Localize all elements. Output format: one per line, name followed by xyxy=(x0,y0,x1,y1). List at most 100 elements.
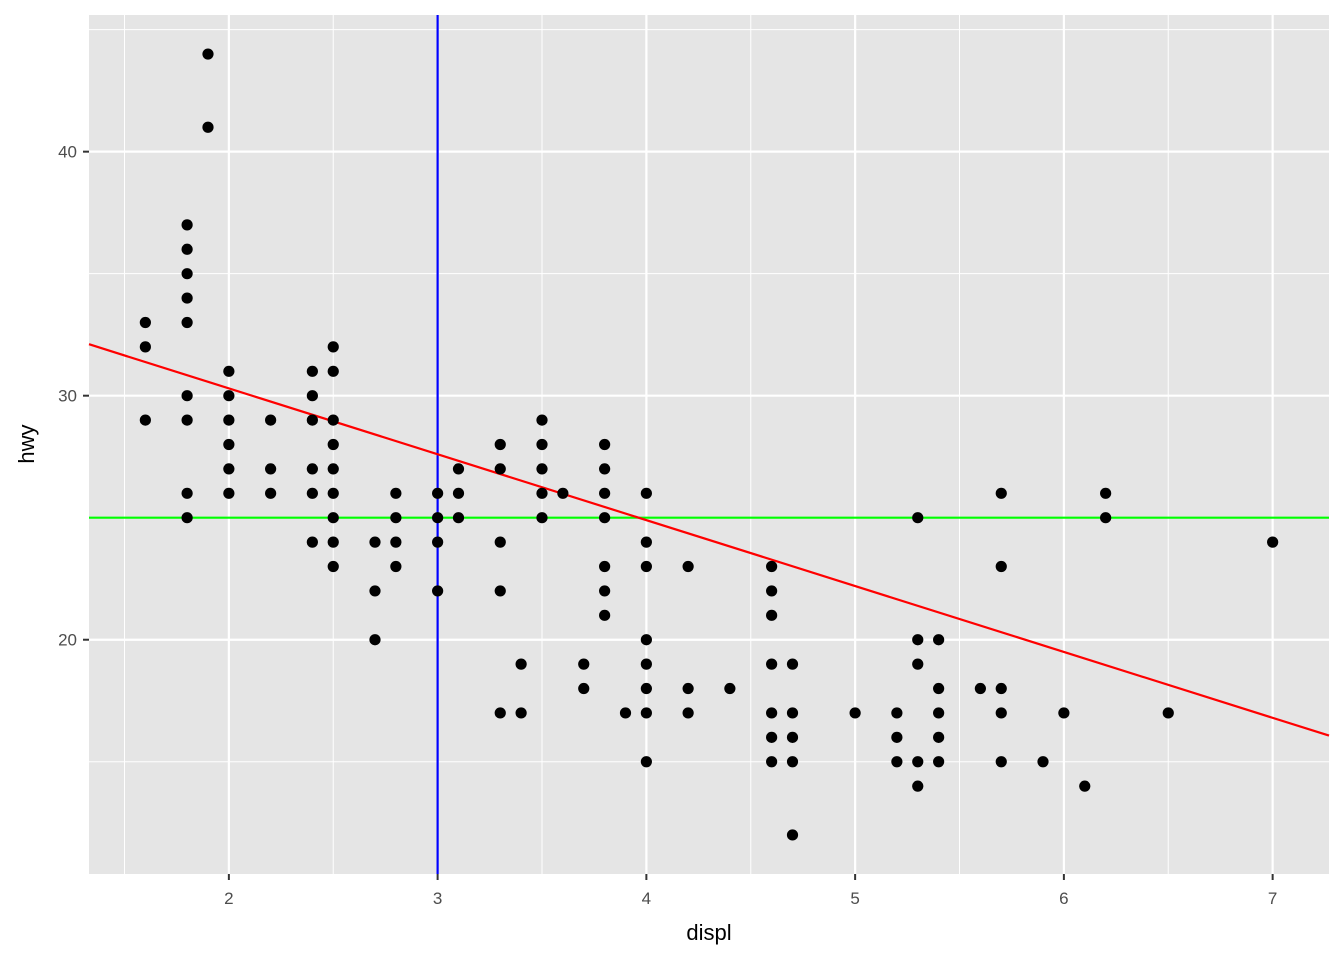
x-tick-label: 6 xyxy=(1059,889,1068,908)
y-tick-label: 40 xyxy=(58,143,77,162)
data-point xyxy=(766,707,778,719)
data-point xyxy=(432,487,444,499)
data-point xyxy=(306,365,318,377)
data-point xyxy=(369,634,381,646)
data-point xyxy=(181,512,193,524)
data-point xyxy=(599,585,611,597)
data-point xyxy=(557,487,569,499)
data-point xyxy=(536,414,548,426)
x-tick-label: 3 xyxy=(433,889,442,908)
data-point xyxy=(640,487,652,499)
data-point xyxy=(223,487,235,499)
data-point xyxy=(181,292,193,304)
data-point xyxy=(327,560,339,573)
data-point xyxy=(536,512,548,524)
data-point xyxy=(327,365,339,377)
data-point xyxy=(1162,707,1174,719)
data-point xyxy=(536,487,548,499)
data-point xyxy=(181,243,193,255)
data-point xyxy=(181,414,193,426)
data-point xyxy=(494,438,506,451)
y-axis: 20 30 40 xyxy=(58,143,89,650)
data-point xyxy=(599,512,611,524)
data-point xyxy=(494,707,506,719)
data-point xyxy=(390,487,402,499)
data-point xyxy=(599,487,611,499)
data-point xyxy=(1058,707,1070,719)
data-point xyxy=(494,536,506,548)
data-point xyxy=(640,658,652,670)
data-point xyxy=(599,463,611,475)
data-point xyxy=(933,731,945,743)
minor-gridlines xyxy=(89,15,1329,874)
data-point xyxy=(432,512,444,524)
data-point xyxy=(181,316,193,329)
data-point xyxy=(536,438,548,451)
data-point xyxy=(515,658,527,670)
data-point xyxy=(933,756,945,768)
data-point xyxy=(390,512,402,524)
data-point xyxy=(536,463,548,475)
data-point xyxy=(432,536,444,548)
plot-panel xyxy=(89,15,1329,874)
data-point xyxy=(599,438,611,451)
trend-line xyxy=(88,343,1330,737)
data-point xyxy=(265,463,277,475)
data-point xyxy=(640,707,652,719)
data-point xyxy=(181,487,193,499)
data-point xyxy=(640,536,652,548)
data-point xyxy=(202,48,214,60)
data-point xyxy=(891,707,903,719)
data-point xyxy=(181,268,193,280)
data-point xyxy=(724,682,736,695)
data-point xyxy=(995,487,1007,499)
data-point xyxy=(974,682,986,695)
data-point xyxy=(223,365,235,377)
x-tick-label: 4 xyxy=(642,889,651,908)
data-point xyxy=(640,560,652,573)
data-point xyxy=(327,341,339,353)
data-point xyxy=(766,609,778,621)
data-point xyxy=(327,463,339,475)
data-point xyxy=(306,414,318,426)
data-point xyxy=(766,756,778,768)
data-point xyxy=(786,658,799,670)
data-point xyxy=(1100,487,1112,499)
data-point xyxy=(494,585,506,597)
data-point xyxy=(265,487,277,499)
data-point xyxy=(912,512,924,524)
x-tick-label: 7 xyxy=(1268,889,1277,908)
data-point xyxy=(223,438,235,451)
data-point xyxy=(265,414,277,426)
data-point xyxy=(390,536,402,548)
data-point xyxy=(599,609,611,621)
data-point xyxy=(1100,512,1112,524)
data-point xyxy=(682,707,694,719)
data-point xyxy=(515,707,527,719)
y-tick-label: 30 xyxy=(58,387,77,406)
data-point xyxy=(452,463,465,475)
data-point xyxy=(682,682,694,695)
data-point xyxy=(494,463,506,475)
data-point xyxy=(369,536,381,548)
data-point xyxy=(849,707,861,719)
data-point xyxy=(912,634,924,646)
data-point xyxy=(912,780,924,792)
x-axis-title: displ xyxy=(686,920,731,945)
data-point xyxy=(619,707,632,719)
data-point xyxy=(891,756,903,768)
data-point xyxy=(306,463,318,475)
data-point xyxy=(995,756,1007,768)
data-point xyxy=(786,731,799,743)
data-point xyxy=(432,585,444,597)
data-point xyxy=(933,682,945,695)
data-point xyxy=(1079,780,1091,792)
data-point xyxy=(327,487,339,499)
data-point xyxy=(766,658,778,670)
data-point xyxy=(640,756,652,768)
data-point xyxy=(933,634,945,646)
data-point xyxy=(1267,536,1279,548)
data-point xyxy=(306,487,318,499)
data-point xyxy=(223,463,235,475)
